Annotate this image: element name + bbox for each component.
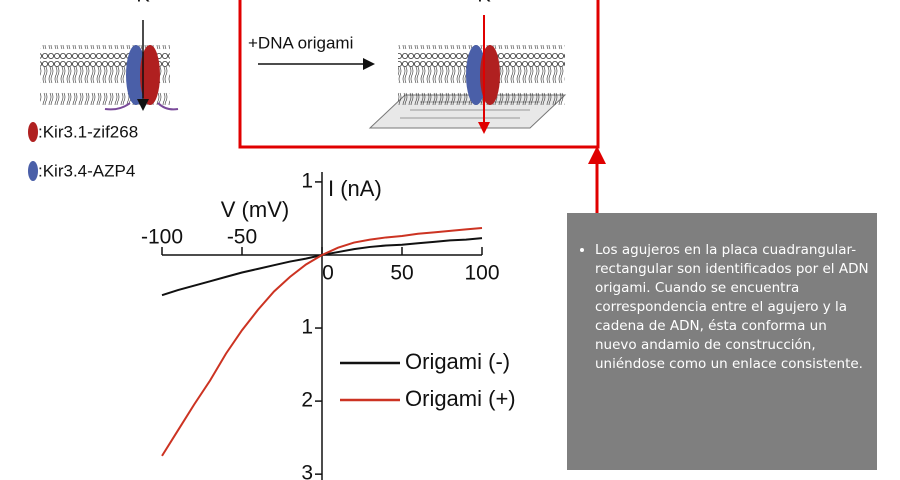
- legend-text: :Kir3.4-AZP4: [38, 161, 135, 180]
- x-tick-label: -50: [227, 226, 257, 249]
- y-tick-label: 1: [301, 316, 313, 339]
- step-label: +DNA origami: [248, 33, 353, 52]
- x-tick-label: 0: [322, 262, 334, 285]
- x-tick-label: 50: [390, 262, 413, 285]
- iv-chart: -100 -50 0 50 100 V (mV) 1 1 2 3 I (nA) Origami (-)…: [141, 169, 516, 480]
- legend-label: Origami (+): [405, 386, 516, 411]
- data-line: [161, 226, 483, 457]
- x-axis-label: V (mV): [221, 197, 289, 222]
- legend-text: :Kir3.1-zif268: [38, 122, 138, 141]
- ion-label: K: [136, 0, 150, 6]
- legend-icon: [28, 161, 38, 181]
- highlight-box: [238, 0, 600, 149]
- callout-text: Los agujeros en la placa cuadrangular-re…: [595, 241, 869, 374]
- channel-subunit: [140, 45, 160, 105]
- channel-subunit: [126, 45, 146, 105]
- legend-label: Origami (-): [405, 349, 510, 374]
- y-tick-label: 2: [301, 389, 313, 412]
- ion-label: K: [477, 0, 491, 6]
- tail: [104, 102, 179, 111]
- legend-icon: [28, 122, 38, 142]
- y-axis-label: I (nA): [328, 176, 382, 201]
- x-tick-label: -100: [141, 226, 183, 249]
- channel-subunit: [466, 45, 486, 105]
- y-tick-label: 1: [301, 169, 313, 192]
- y-tick-label: 3: [301, 462, 313, 480]
- x-tick-label: 100: [464, 262, 499, 285]
- callout: Los agujeros en la placa cuadrangular-re…: [567, 213, 877, 470]
